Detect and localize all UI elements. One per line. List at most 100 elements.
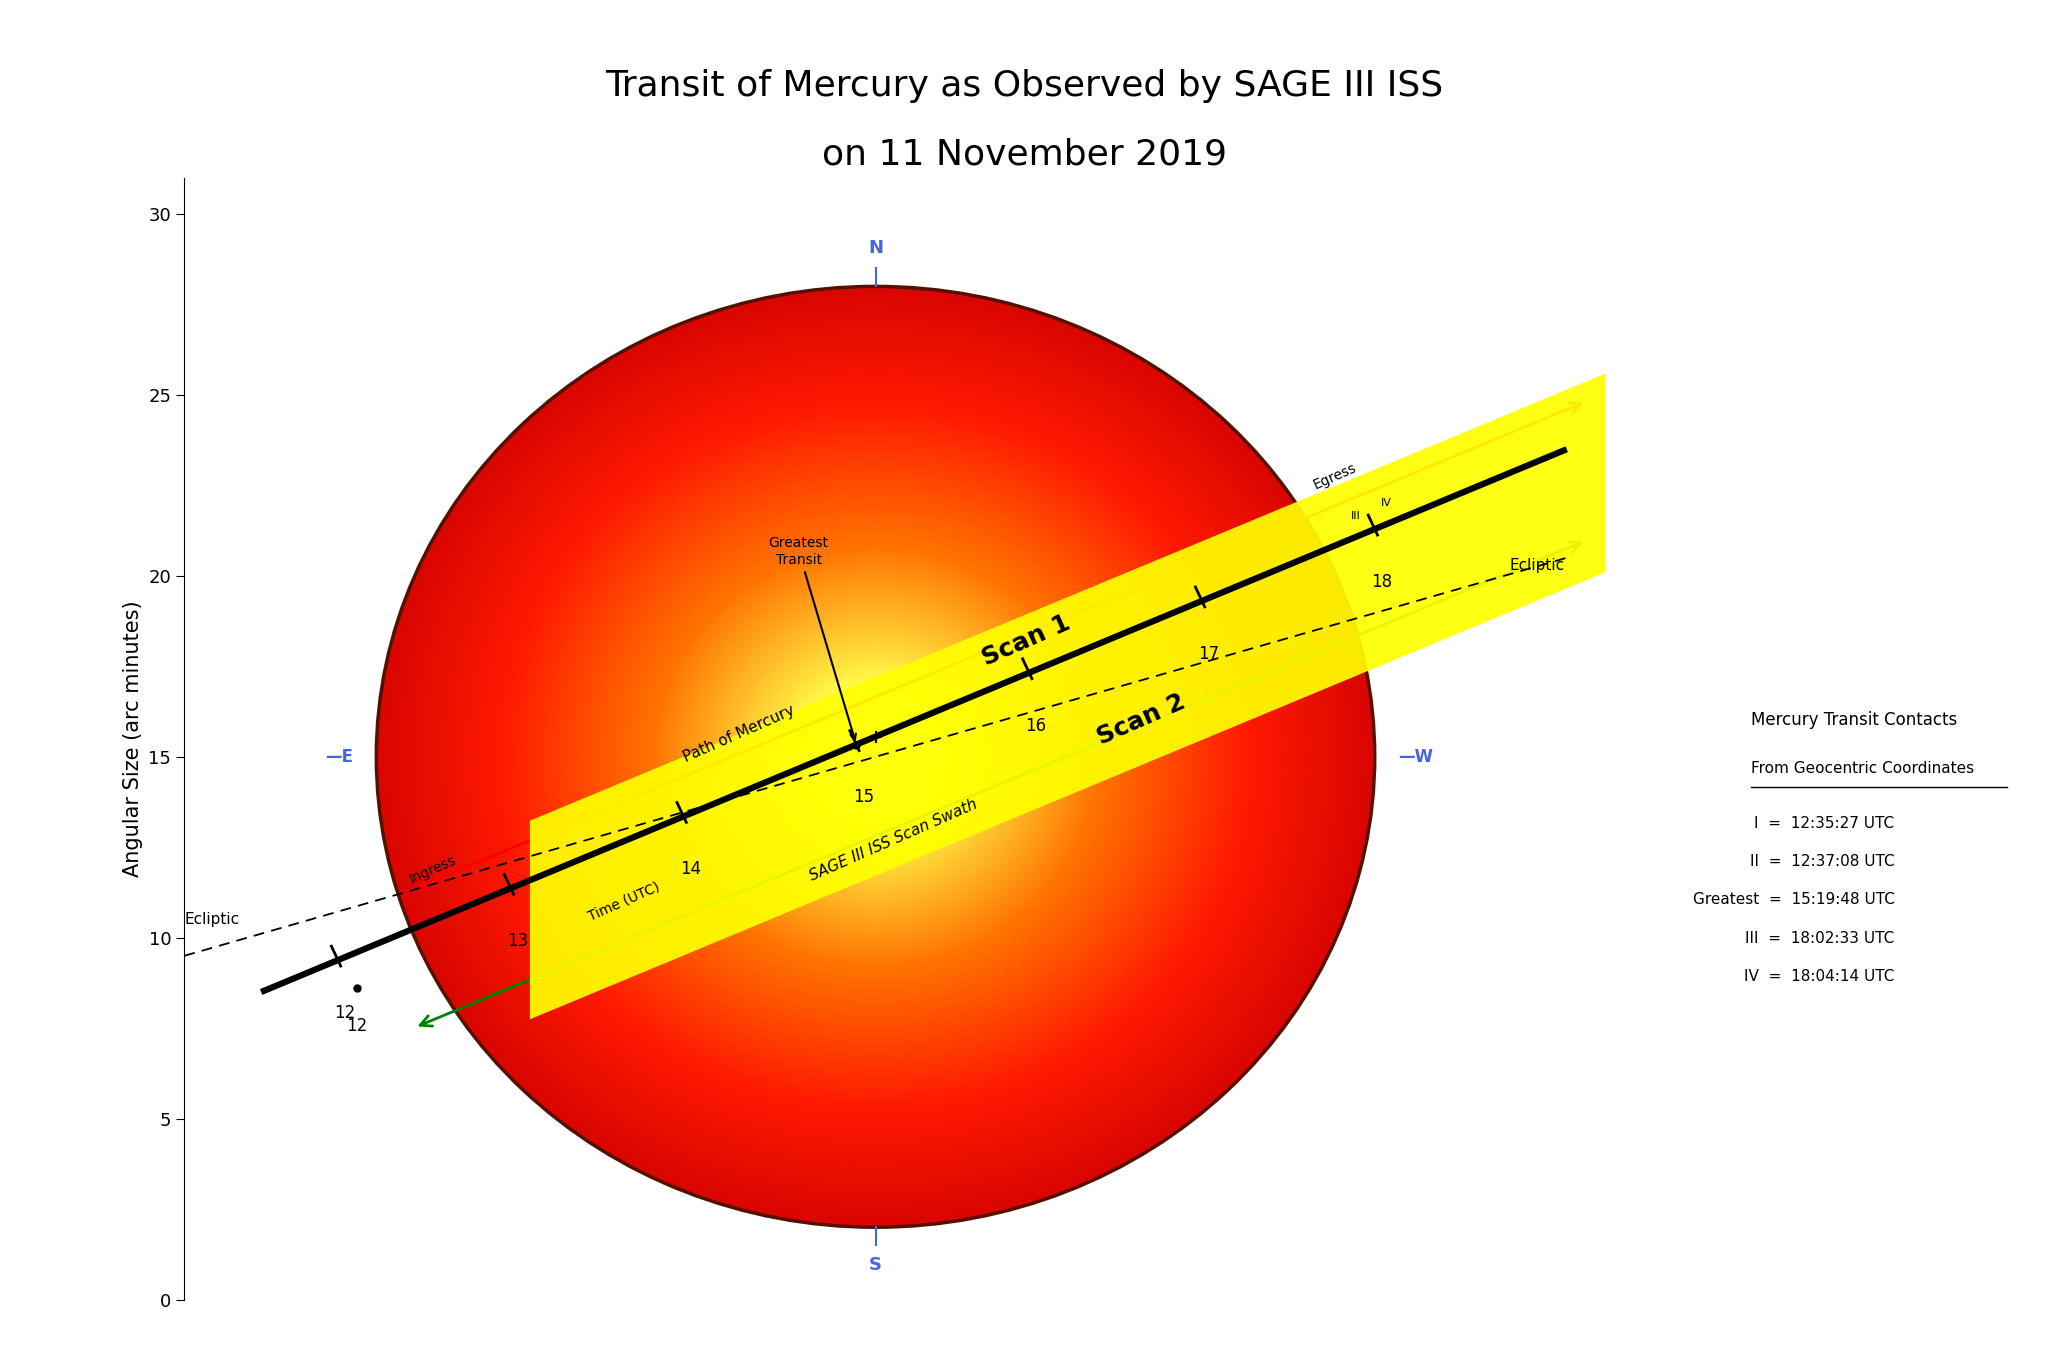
Circle shape [649, 543, 1102, 970]
Circle shape [485, 390, 1266, 1123]
Circle shape [797, 681, 954, 832]
Circle shape [653, 547, 1098, 967]
Circle shape [410, 317, 1341, 1196]
Circle shape [610, 506, 1143, 1008]
Circle shape [752, 640, 999, 873]
Circle shape [635, 531, 1116, 982]
Text: on 11 November 2019: on 11 November 2019 [821, 137, 1227, 171]
Text: Time (UTC): Time (UTC) [586, 880, 662, 923]
Text: 18: 18 [1370, 573, 1393, 591]
Circle shape [825, 710, 926, 804]
Circle shape [868, 751, 883, 763]
Text: I  =  12:35:27 UTC: I = 12:35:27 UTC [1755, 815, 1894, 830]
Circle shape [850, 732, 903, 782]
Circle shape [788, 676, 963, 839]
Circle shape [725, 616, 1026, 897]
Circle shape [745, 635, 1006, 880]
Circle shape [688, 581, 1063, 933]
Circle shape [778, 666, 973, 848]
Text: Scan 2: Scan 2 [1094, 689, 1190, 750]
Circle shape [565, 465, 1186, 1048]
Circle shape [676, 569, 1075, 945]
Circle shape [557, 456, 1196, 1057]
Circle shape [702, 594, 1049, 919]
Circle shape [389, 300, 1362, 1215]
Circle shape [782, 669, 969, 844]
Circle shape [563, 462, 1188, 1052]
Circle shape [809, 694, 942, 819]
Circle shape [670, 562, 1081, 951]
Circle shape [377, 286, 1374, 1227]
Circle shape [543, 443, 1208, 1070]
Circle shape [831, 715, 920, 798]
Circle shape [442, 349, 1309, 1164]
Circle shape [606, 503, 1145, 1011]
Circle shape [387, 295, 1364, 1218]
Text: Ecliptic: Ecliptic [1509, 558, 1565, 573]
Circle shape [420, 327, 1331, 1186]
Circle shape [586, 484, 1165, 1030]
Circle shape [463, 368, 1288, 1145]
Circle shape [573, 472, 1178, 1042]
Circle shape [627, 521, 1124, 992]
Circle shape [547, 446, 1204, 1067]
Circle shape [698, 591, 1053, 923]
Text: SAGE III ISS Scan Swath: SAGE III ISS Scan Swath [807, 796, 979, 884]
Text: —E: —E [326, 748, 352, 766]
Text: 16: 16 [1026, 717, 1047, 735]
Circle shape [494, 397, 1257, 1118]
Polygon shape [530, 373, 1606, 1019]
Circle shape [645, 540, 1106, 973]
Circle shape [504, 405, 1249, 1108]
Circle shape [440, 346, 1311, 1168]
Circle shape [469, 375, 1282, 1140]
Circle shape [815, 700, 936, 813]
Text: IV  =  18:04:14 UTC: IV = 18:04:14 UTC [1745, 969, 1894, 984]
Circle shape [733, 622, 1018, 892]
Circle shape [846, 729, 905, 785]
Circle shape [723, 613, 1028, 902]
Circle shape [522, 424, 1229, 1089]
Circle shape [430, 337, 1321, 1176]
Circle shape [686, 579, 1065, 936]
Circle shape [446, 352, 1305, 1161]
Circle shape [512, 415, 1239, 1099]
Text: II  =  12:37:08 UTC: II = 12:37:08 UTC [1749, 854, 1894, 869]
Circle shape [866, 747, 885, 766]
Circle shape [602, 499, 1149, 1014]
Circle shape [729, 618, 1022, 895]
Circle shape [760, 647, 991, 866]
Circle shape [743, 632, 1010, 882]
Circle shape [393, 302, 1358, 1212]
Circle shape [799, 684, 952, 829]
Circle shape [383, 293, 1368, 1222]
Circle shape [664, 557, 1090, 958]
Circle shape [596, 494, 1155, 1021]
Circle shape [840, 722, 911, 791]
Circle shape [528, 431, 1221, 1083]
Circle shape [453, 358, 1298, 1155]
Circle shape [770, 657, 983, 858]
Circle shape [842, 725, 909, 788]
Text: Transit of Mercury as Observed by SAGE III ISS: Transit of Mercury as Observed by SAGE I… [604, 68, 1444, 103]
Circle shape [582, 480, 1167, 1033]
Circle shape [829, 713, 922, 800]
Circle shape [532, 434, 1219, 1079]
Circle shape [819, 703, 932, 810]
Text: Scan 1: Scan 1 [979, 611, 1073, 670]
Circle shape [426, 334, 1325, 1181]
Text: Egress: Egress [1311, 461, 1358, 492]
Circle shape [643, 538, 1108, 977]
Circle shape [739, 628, 1012, 885]
Circle shape [406, 315, 1346, 1198]
Text: 17: 17 [1198, 644, 1219, 662]
Circle shape [713, 603, 1038, 911]
Circle shape [672, 565, 1079, 948]
Text: III: III [1350, 510, 1360, 521]
Circle shape [506, 409, 1245, 1105]
Circle shape [537, 436, 1214, 1077]
Text: 14: 14 [680, 860, 700, 878]
Circle shape [682, 575, 1069, 938]
Text: Mercury Transit Contacts: Mercury Transit Contacts [1751, 711, 1958, 729]
Circle shape [473, 378, 1278, 1137]
